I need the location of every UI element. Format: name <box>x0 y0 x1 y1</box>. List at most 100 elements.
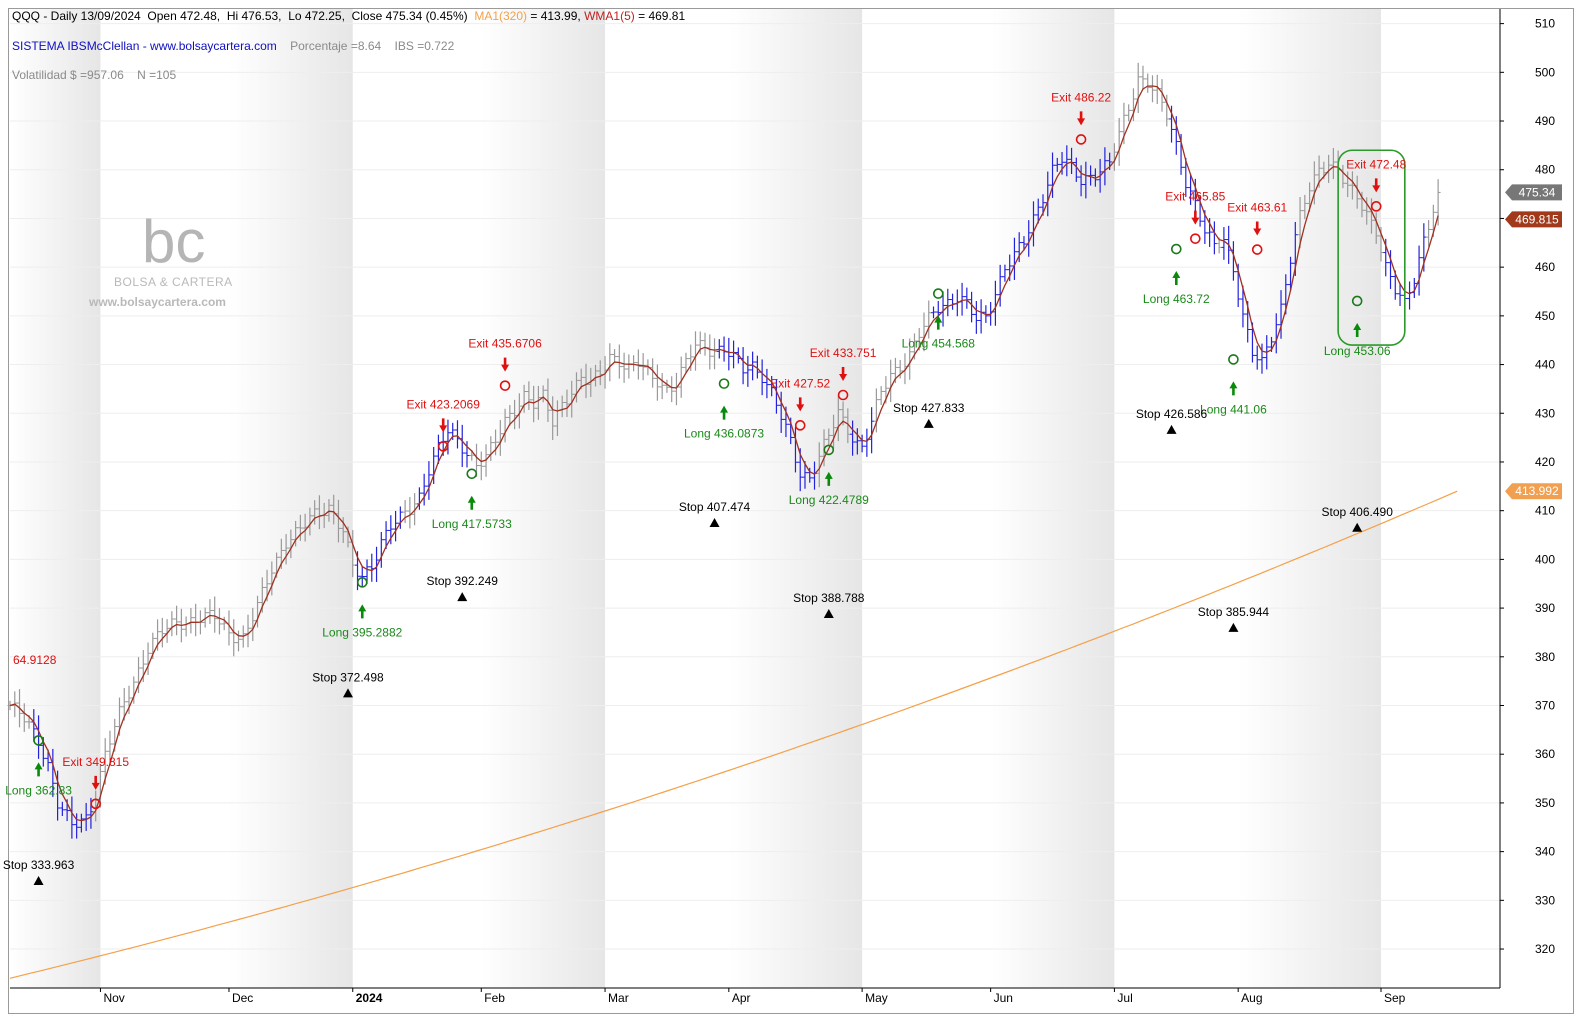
ohlc-bar <box>207 599 213 624</box>
stop-level: Stop 426.586 <box>1136 407 1208 434</box>
watermark: bc BOLSA & CARTERA www.bolsaycartera.com <box>88 208 232 309</box>
price-tick-label: 440 <box>1535 358 1555 372</box>
ohlc-bar <box>202 607 208 628</box>
ohlc-bar <box>1054 157 1060 172</box>
ohlc-bar <box>59 801 65 817</box>
ohlc-bar <box>507 405 513 426</box>
price-tick-label: 350 <box>1535 796 1555 810</box>
wma5-path <box>9 85 1439 822</box>
month-shading-bands <box>10 9 1381 988</box>
ohlc-bar <box>250 607 256 642</box>
ohlc-bar <box>359 566 365 587</box>
price-tick-label: 450 <box>1535 309 1555 323</box>
exit-label: Exit 463.61 <box>1227 201 1287 215</box>
ohlc-bar <box>1407 281 1413 310</box>
ohlc-bar <box>678 356 684 398</box>
ohlc-bar <box>969 291 975 323</box>
ma-value: = 413.99, <box>530 9 581 23</box>
ohlc-bar <box>1126 104 1132 122</box>
long-label: Long 362.83 <box>5 783 72 797</box>
ohlc-bar <box>231 619 237 657</box>
ohlc-bar <box>854 428 860 455</box>
wma-label: WMA1(5) <box>584 9 635 23</box>
ohlc-bar <box>697 331 703 355</box>
stop-label: Stop 372.498 <box>312 670 384 684</box>
ohlc-bar <box>802 461 808 489</box>
ohlc-bar <box>850 420 856 456</box>
month-label: Sep <box>1384 991 1406 1005</box>
chart-frame <box>8 8 1574 1014</box>
stop-level: Stop 385.944 <box>1198 605 1269 632</box>
system-site: - www.bolsaycartera.com <box>142 39 277 53</box>
ohlc-bar <box>669 376 675 403</box>
exit-circle <box>794 420 806 431</box>
stop-label: Stop 407.474 <box>679 500 751 514</box>
ohlc-bar <box>826 428 832 447</box>
stop-triangle-icon <box>823 608 834 618</box>
long-circle <box>1228 354 1239 365</box>
exit-down-arrow-icon <box>1191 210 1200 225</box>
price-tick-label: 500 <box>1535 65 1555 79</box>
month-label: Nov <box>103 991 124 1005</box>
ohlc-bar <box>493 429 499 456</box>
exit-label: Exit 435.6706 <box>468 337 542 351</box>
left-value-label: 64.9128 <box>13 653 57 667</box>
ohlc-bar <box>1388 250 1394 289</box>
month-label: Jun <box>994 991 1013 1005</box>
exit-signal: Exit 427.52 <box>770 376 831 431</box>
ohlc-bar <box>1173 116 1179 155</box>
ohlc-bar <box>1078 165 1084 197</box>
ohlc-bar <box>369 553 375 582</box>
ohlc-bar <box>664 379 670 393</box>
price-tick-label: 490 <box>1535 114 1555 128</box>
long-circle <box>466 468 478 480</box>
ohlc-bar <box>807 467 813 483</box>
ohlc-bar <box>388 515 394 545</box>
price-tick-label: 370 <box>1535 699 1555 713</box>
ohlc-bar <box>997 264 1003 307</box>
ohlc-bar <box>531 385 537 423</box>
exit-label: Exit 349.815 <box>62 755 129 769</box>
long-label: Long 453.06 <box>1324 344 1391 358</box>
header-line-3: Volatilidad $ =957.06 N =105 <box>12 68 176 82</box>
ohlc-bar <box>326 499 332 522</box>
price-tick-label: 390 <box>1535 601 1555 615</box>
ohlc-bar <box>1183 157 1189 197</box>
price-tick-label: 380 <box>1535 650 1555 664</box>
ohlc-bar <box>626 354 632 379</box>
long-circle <box>823 444 835 456</box>
price-badges: 475.34 469.815 413.992 <box>1505 184 1562 500</box>
price-badge: 475.34 <box>1505 184 1562 201</box>
ohlc-bar <box>402 500 408 524</box>
long-up-arrow-icon <box>1172 271 1181 286</box>
long-up-arrow-icon <box>467 495 476 510</box>
exit-down-arrow-icon <box>1253 221 1262 236</box>
ohlc-bar <box>1050 152 1056 198</box>
long-up-arrow-icon <box>824 471 833 486</box>
ohlc-bar <box>1364 197 1370 225</box>
stop-level: Stop 372.498 <box>312 670 384 698</box>
price-axis: 320 330 340 350 360 370 380 390 400 410 420 430 440 4… <box>1499 9 1555 988</box>
ohlc-bar <box>683 352 689 374</box>
stop-triangle-icon <box>709 517 720 527</box>
ohlc-bar <box>564 389 570 417</box>
exit-down-arrow-icon <box>501 357 510 372</box>
stop-triangle-icon <box>1228 622 1239 632</box>
ohlc-bar <box>169 611 175 637</box>
long-circle <box>718 378 730 389</box>
price-tick-label: 410 <box>1535 504 1555 518</box>
long-signal: Long 463.72 <box>1143 243 1210 306</box>
price-tick-label: 330 <box>1535 893 1555 907</box>
price-badge: 413.992 <box>1505 483 1562 500</box>
stop-triangle-icon <box>33 876 44 886</box>
highlight-rectangle <box>1337 149 1406 346</box>
ohlc-bar <box>174 605 180 636</box>
long-signal: Long 441.06 <box>1200 354 1267 416</box>
exit-label: Exit 427.52 <box>770 376 830 390</box>
month-label: Apr <box>732 991 751 1005</box>
n-value: N =105 <box>137 68 177 82</box>
long-signal: Long 417.5733 <box>432 468 512 531</box>
long-signal: Long 395.2882 <box>322 577 403 639</box>
ohlc-bar <box>1145 73 1151 93</box>
